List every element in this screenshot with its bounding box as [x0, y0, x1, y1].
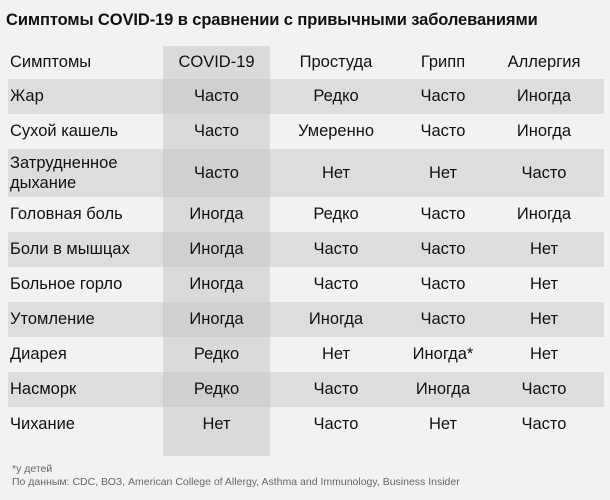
table-row: Чихание Нет Часто Нет Часто	[8, 407, 604, 442]
flu-cell: Часто	[402, 232, 484, 267]
flu-cell: Иногда	[402, 372, 484, 407]
covid-cell: Иногда	[163, 302, 270, 337]
table-row: Боли в мышцах Иногда Часто Часто Нет	[8, 232, 604, 267]
table-header-row: Симптомы COVID-19 Простуда Грипп Аллерги…	[8, 46, 604, 79]
allergy-cell: Часто	[521, 415, 567, 433]
allergy-cell: Нет	[484, 232, 604, 267]
footnote-note: *у детей	[12, 463, 53, 475]
cold-cell: Часто	[270, 232, 402, 267]
table-row: Затрудненное дыхание Часто Нет Нет Часто	[8, 149, 604, 197]
cold-cell: Умеренно	[297, 122, 374, 140]
covid-cell: Иногда	[189, 275, 244, 293]
flu-cell: Иногда*	[412, 345, 474, 363]
header-symptoms: Симптомы	[10, 53, 92, 71]
header-covid: COVID-19	[178, 53, 255, 71]
cold-cell: Часто	[313, 415, 359, 433]
allergy-cell: Часто	[484, 372, 604, 407]
covid-cell: Иногда	[189, 205, 244, 223]
flu-cell: Часто	[420, 205, 466, 223]
cold-cell: Редко	[270, 79, 402, 114]
symptom-cell: Жар	[8, 79, 163, 114]
table-row: Сухой кашель Часто Умеренно Часто Иногда	[8, 114, 604, 149]
table-row: Насморк Редко Часто Иногда Часто	[8, 372, 604, 407]
page-title: Симптомы COVID-19 в сравнении с привычны…	[6, 11, 538, 29]
allergy-cell: Нет	[529, 345, 559, 363]
cold-cell: Редко	[313, 205, 359, 223]
allergy-cell: Иногда	[484, 79, 604, 114]
header-allergy: Аллергия	[507, 53, 581, 71]
flu-cell: Часто	[402, 302, 484, 337]
covid-cell: Иногда	[163, 232, 270, 267]
covid-cell: Часто	[194, 122, 239, 140]
flu-cell: Нет	[428, 415, 458, 433]
allergy-cell: Нет	[529, 275, 559, 293]
table-row: Диарея Редко Нет Иногда* Нет	[8, 337, 604, 372]
comparison-table: Симптомы COVID-19 Простуда Грипп Аллерги…	[8, 46, 604, 442]
allergy-cell: Часто	[484, 149, 604, 197]
covid-cell: Редко	[163, 372, 270, 407]
symptom-cell: Боли в мышцах	[8, 232, 163, 267]
allergy-cell: Нет	[484, 302, 604, 337]
covid-cell: Редко	[193, 345, 240, 363]
flu-cell: Нет	[402, 149, 484, 197]
table-row: Утомление Иногда Иногда Часто Нет	[8, 302, 604, 337]
covid-cell: Часто	[163, 79, 270, 114]
header-flu: Грипп	[420, 53, 466, 71]
symptom-label: Затрудненное дыхание	[10, 154, 118, 192]
table-row: Больное горло Иногда Часто Часто Нет	[8, 267, 604, 302]
header-cold: Простуда	[299, 53, 373, 71]
flu-cell: Часто	[402, 79, 484, 114]
table-row: Головная боль Иногда Редко Часто Иногда	[8, 197, 604, 232]
symptom-cell: Затрудненное дыхание	[8, 149, 163, 197]
table-row: Жар Часто Редко Часто Иногда	[8, 79, 604, 114]
symptom-cell: Сухой кашель	[10, 122, 119, 140]
symptom-cell: Диарея	[10, 345, 67, 363]
symptom-cell: Утомление	[8, 302, 163, 337]
flu-cell: Часто	[420, 275, 466, 293]
cold-cell: Часто	[313, 275, 359, 293]
cold-cell: Нет	[321, 345, 351, 363]
covid-cell: Часто	[163, 149, 270, 197]
allergy-cell: Иногда	[516, 205, 572, 223]
cold-cell: Иногда	[270, 302, 402, 337]
flu-cell: Часто	[420, 122, 466, 140]
footnote: *у детей По данным: CDC, ВОЗ, American C…	[12, 463, 460, 489]
allergy-cell: Иногда	[516, 122, 572, 140]
symptom-cell: Головная боль	[10, 205, 123, 223]
footnote-source: По данным: CDC, ВОЗ, American College of…	[12, 476, 460, 488]
cold-cell: Нет	[270, 149, 402, 197]
symptom-cell: Чихание	[10, 415, 75, 433]
covid-cell: Нет	[202, 415, 231, 433]
symptom-cell: Насморк	[8, 372, 163, 407]
symptom-cell: Больное горло	[10, 275, 123, 293]
cold-cell: Часто	[270, 372, 402, 407]
